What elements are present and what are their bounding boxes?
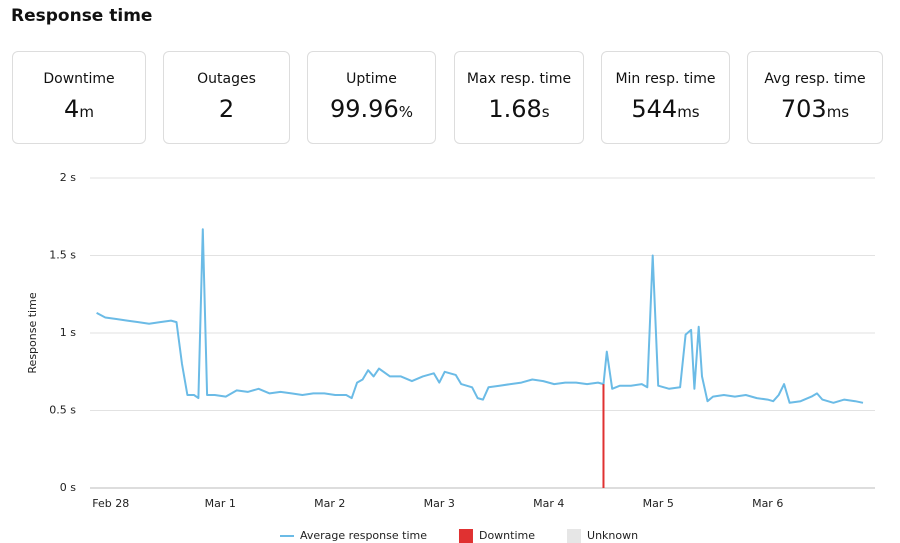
stat-label: Uptime xyxy=(346,71,397,87)
page-title: Response time xyxy=(11,6,153,26)
stat-number: 703 xyxy=(780,95,827,123)
y-tick-label: 0 s xyxy=(60,481,76,494)
stat-value: 1.68s xyxy=(455,95,583,123)
line-series xyxy=(96,228,864,404)
stat-label: Min resp. time xyxy=(615,71,716,87)
legend-label: Downtime xyxy=(479,529,535,542)
y-tick-label: 2 s xyxy=(60,171,76,184)
y-axis-label: Response time xyxy=(26,292,39,373)
legend-label: Average response time xyxy=(300,529,427,542)
stat-value: 99.96% xyxy=(308,95,435,123)
y-tick-label: 1 s xyxy=(60,326,76,339)
stat-unit: ms xyxy=(677,103,700,121)
stat-unit: m xyxy=(79,103,94,121)
stat-label: Avg resp. time xyxy=(764,71,866,87)
x-tick-label: Mar 3 xyxy=(424,497,455,510)
legend-label: Unknown xyxy=(587,529,638,542)
stat-number: 99.96 xyxy=(330,95,399,123)
x-tick-label: Mar 6 xyxy=(752,497,783,510)
x-tick-label: Mar 4 xyxy=(533,497,564,510)
x-tick-label: Mar 1 xyxy=(205,497,236,510)
x-tick-label: Mar 2 xyxy=(314,497,345,510)
x-tick-label: Feb 28 xyxy=(92,497,129,510)
stat-number: 2 xyxy=(218,95,235,123)
x-tick-label: Mar 5 xyxy=(643,497,674,510)
stat-value: 703ms xyxy=(748,95,882,123)
downtime-bar xyxy=(602,384,605,488)
stat-label: Outages xyxy=(197,71,256,87)
stat-unit: ms xyxy=(826,103,850,121)
stat-unit: s xyxy=(541,103,550,121)
stat-number: 1.68 xyxy=(488,95,542,123)
stat-number: 4 xyxy=(64,95,80,123)
stat-label: Max resp. time xyxy=(466,71,572,87)
stat-value: 544ms xyxy=(602,95,729,123)
legend-swatch xyxy=(458,529,473,543)
stat-card: Downtime 4m xyxy=(12,51,146,144)
legend-swatch xyxy=(567,529,582,543)
stat-card: Avg resp. time 703ms xyxy=(747,51,883,144)
stat-label: Downtime xyxy=(43,71,115,87)
stat-card: Outages 2 xyxy=(163,51,290,144)
stat-card: Min resp. time 544ms xyxy=(601,51,730,144)
stat-value: 2 xyxy=(164,95,289,123)
stat-card: Uptime 99.96% xyxy=(307,51,436,144)
stat-card: Max resp. time 1.68s xyxy=(454,51,584,144)
y-tick-label: 0.5 s xyxy=(49,404,76,417)
stat-unit: % xyxy=(398,103,413,121)
stat-value: 4m xyxy=(13,95,145,123)
y-tick-label: 1.5 s xyxy=(49,249,76,262)
stat-number: 544 xyxy=(631,95,678,123)
